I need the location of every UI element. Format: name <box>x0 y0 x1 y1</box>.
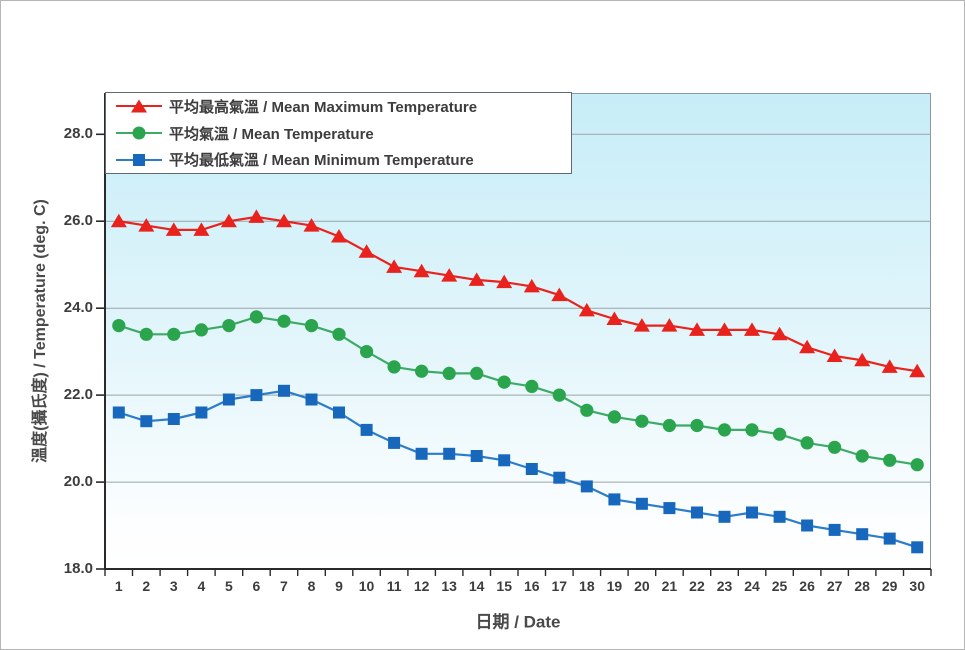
x-tick-label: 20 <box>634 578 650 594</box>
x-tick-label: 26 <box>799 578 815 594</box>
x-tick-label: 28 <box>854 578 870 594</box>
legend-label: 平均最高氣溫 / Mean Maximum Temperature <box>169 98 478 116</box>
y-tick-label: 24.0 <box>63 299 93 317</box>
markers-mean-temperature <box>112 310 924 472</box>
y-axis-title: 溫度(攝氏度) / Temperature (deg. C) <box>32 199 49 463</box>
x-tick-label: 12 <box>413 578 430 594</box>
triangle-marker-icon <box>116 99 162 113</box>
x-tick-label: 7 <box>280 578 288 594</box>
x-tick-label: 29 <box>881 578 898 594</box>
circle-marker-icon <box>116 126 162 140</box>
y-tick-marks <box>96 133 105 570</box>
x-tick-label: 19 <box>606 578 623 594</box>
x-tick-label: 2 <box>142 578 151 594</box>
y-tick-label: 28.0 <box>63 125 93 143</box>
markers-mean-maximum-temperature <box>110 209 926 378</box>
x-tick-label: 30 <box>909 578 925 594</box>
x-tick-label: 6 <box>252 578 261 594</box>
y-tick-label: 22.0 <box>63 386 93 404</box>
x-tick-label: 13 <box>441 578 457 594</box>
legend-item-mean-maximum-temperature: 平均最高氣溫 / Mean Maximum Temperature <box>116 93 571 120</box>
y-tick-label: 20.0 <box>63 473 93 491</box>
x-tick-label: 23 <box>716 578 733 594</box>
x-tick-label: 10 <box>358 578 375 594</box>
x-tick-label: 16 <box>523 578 540 594</box>
legend-item-mean-minimum-temperature: 平均最低氣溫 / Mean Minimum Temperature <box>116 146 571 173</box>
legend-label: 平均最低氣溫 / Mean Minimum Temperature <box>169 152 474 170</box>
x-tick-label: 18 <box>579 578 595 594</box>
legend-label: 平均氣溫 / Mean Temperature <box>169 125 374 143</box>
square-marker-icon <box>116 153 162 167</box>
x-tick-marks <box>104 569 932 576</box>
x-tick-label: 14 <box>468 578 485 594</box>
y-tick-label: 18.0 <box>63 560 93 577</box>
x-tick-label: 4 <box>197 578 206 594</box>
x-tick-label: 11 <box>386 578 402 594</box>
x-tick-label: 3 <box>169 578 178 594</box>
x-tick-label: 25 <box>771 578 788 594</box>
x-tick-label: 22 <box>689 578 705 594</box>
legend-item-mean-temperature: 平均氣溫 / Mean Temperature <box>116 120 571 147</box>
x-tick-label: 27 <box>826 578 843 594</box>
x-tick-label: 15 <box>496 578 512 594</box>
x-tick-label: 21 <box>661 578 678 594</box>
legend: 平均最高氣溫 / Mean Maximum Temperature 平均氣溫 / … <box>105 92 572 174</box>
y-tick-label: 26.0 <box>63 212 93 230</box>
x-tick-label: 1 <box>114 578 123 594</box>
x-tick-label: 24 <box>744 578 760 594</box>
x-tick-label: 9 <box>335 578 343 594</box>
markers-mean-minimum-temperature <box>112 384 924 554</box>
x-tick-label: 17 <box>551 578 568 594</box>
x-tick-label: 5 <box>224 578 233 594</box>
x-axis-title: 日期 / Date <box>475 612 561 632</box>
x-tick-label: 8 <box>307 578 316 594</box>
